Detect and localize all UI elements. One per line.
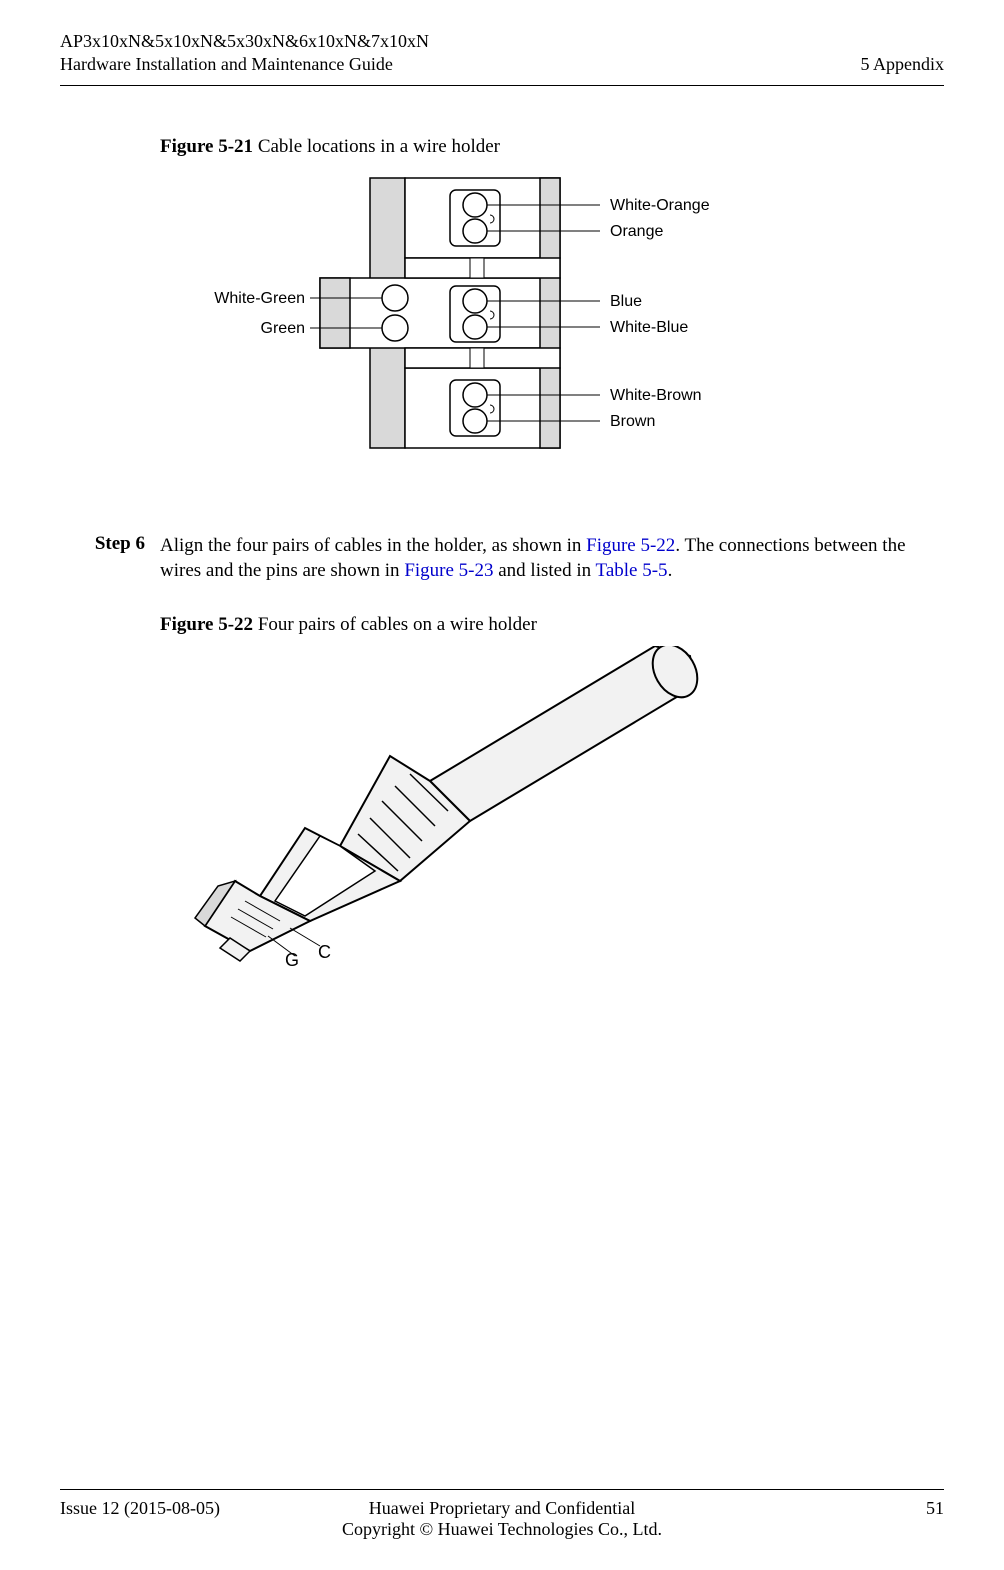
footer-center: Huawei Proprietary and Confidential Copy… xyxy=(260,1498,744,1540)
label-white-green: White-Green xyxy=(214,290,305,307)
page-header: AP3x10xN&5x10xN&5x30xN&6x10xN&7x10xN Har… xyxy=(60,30,944,77)
figure-5-22-title: Four pairs of cables on a wire holder xyxy=(258,614,537,635)
step-6-text: Align the four pairs of cables in the ho… xyxy=(160,533,944,584)
figure-5-22: G C xyxy=(190,646,944,971)
figure-5-21-caption: Figure 5-21 Cable locations in a wire ho… xyxy=(160,136,944,158)
link-figure-5-22[interactable]: Figure 5-22 xyxy=(586,535,675,556)
footer-copyright: Copyright © Huawei Technologies Co., Ltd… xyxy=(260,1519,744,1540)
header-divider xyxy=(60,85,944,86)
footer-page: 51 xyxy=(744,1498,944,1519)
link-figure-5-23[interactable]: Figure 5-23 xyxy=(404,560,493,581)
link-table-5-5[interactable]: Table 5-5 xyxy=(596,560,668,581)
footer-divider xyxy=(60,1489,944,1490)
step-6: Step 6 Align the four pairs of cables in… xyxy=(160,533,944,584)
label-white-brown: White-Brown xyxy=(610,387,702,404)
step-6-text-mid2: and listed in xyxy=(494,560,596,581)
step-6-text-post: . xyxy=(668,560,673,581)
header-right: 5 Appendix xyxy=(861,30,945,77)
wire-holder-diagram: White-Orange Orange Blue White-Blue Whit… xyxy=(190,168,750,468)
label-white-orange: White-Orange xyxy=(610,197,710,214)
step-6-label: Step 6 xyxy=(60,533,160,584)
section-label: 5 Appendix xyxy=(861,53,945,76)
figure-5-22-caption: Figure 5-22 Four pairs of cables on a wi… xyxy=(160,614,944,636)
page-footer: Issue 12 (2015-08-05) Huawei Proprietary… xyxy=(60,1489,944,1540)
product-name: AP3x10xN&5x10xN&5x30xN&6x10xN&7x10xN xyxy=(60,30,429,53)
header-left: AP3x10xN&5x10xN&5x30xN&6x10xN&7x10xN Har… xyxy=(60,30,429,77)
footer-proprietary: Huawei Proprietary and Confidential xyxy=(260,1498,744,1519)
label-white-blue: White-Blue xyxy=(610,319,688,336)
figure-5-22-label: Figure 5-22 xyxy=(160,614,253,635)
annot-c: C xyxy=(318,942,331,962)
step-6-text-pre: Align the four pairs of cables in the ho… xyxy=(160,535,586,556)
footer-issue: Issue 12 (2015-08-05) xyxy=(60,1498,260,1519)
figure-5-21-label: Figure 5-21 xyxy=(160,136,253,157)
figure-5-21-title: Cable locations in a wire holder xyxy=(258,136,500,157)
doc-title: Hardware Installation and Maintenance Gu… xyxy=(60,53,429,76)
label-blue: Blue xyxy=(610,293,642,310)
annot-g: G xyxy=(285,950,299,966)
label-brown: Brown xyxy=(610,413,655,430)
figure-5-21: White-Orange Orange Blue White-Blue Whit… xyxy=(190,168,944,473)
cable-connector-diagram: G C xyxy=(190,646,710,966)
label-orange: Orange xyxy=(610,223,663,240)
label-green: Green xyxy=(261,320,305,337)
